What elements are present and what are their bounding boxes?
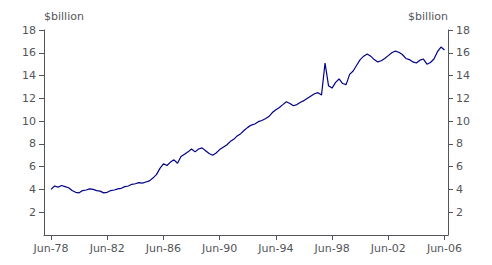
svg-text:14: 14 [456, 69, 470, 82]
svg-text:16: 16 [22, 46, 36, 59]
svg-text:12: 12 [456, 92, 470, 105]
svg-text:Jun-86: Jun-86 [145, 242, 181, 255]
svg-text:10: 10 [22, 115, 36, 128]
svg-text:2: 2 [29, 206, 36, 219]
svg-text:Jun-78: Jun-78 [32, 242, 68, 255]
svg-text:4: 4 [456, 183, 463, 196]
svg-text:Jun-90: Jun-90 [201, 242, 237, 255]
svg-text:8: 8 [456, 137, 463, 150]
svg-text:6: 6 [29, 160, 36, 173]
svg-text:6: 6 [456, 160, 463, 173]
svg-text:8: 8 [29, 137, 36, 150]
svg-text:Jun-94: Jun-94 [257, 242, 293, 255]
svg-text:14: 14 [22, 69, 36, 82]
svg-text:16: 16 [456, 46, 470, 59]
svg-text:Jun-06: Jun-06 [426, 242, 462, 255]
svg-text:Jun-82: Jun-82 [89, 242, 125, 255]
svg-text:10: 10 [456, 115, 470, 128]
svg-text:$billion: $billion [44, 10, 84, 23]
svg-text:Jun-98: Jun-98 [313, 242, 349, 255]
svg-text:$billion: $billion [408, 10, 448, 23]
svg-text:18: 18 [456, 24, 470, 37]
svg-text:12: 12 [22, 92, 36, 105]
svg-text:18: 18 [22, 24, 36, 37]
svg-text:Jun-02: Jun-02 [370, 242, 406, 255]
svg-text:2: 2 [456, 206, 463, 219]
svg-text:4: 4 [29, 183, 36, 196]
